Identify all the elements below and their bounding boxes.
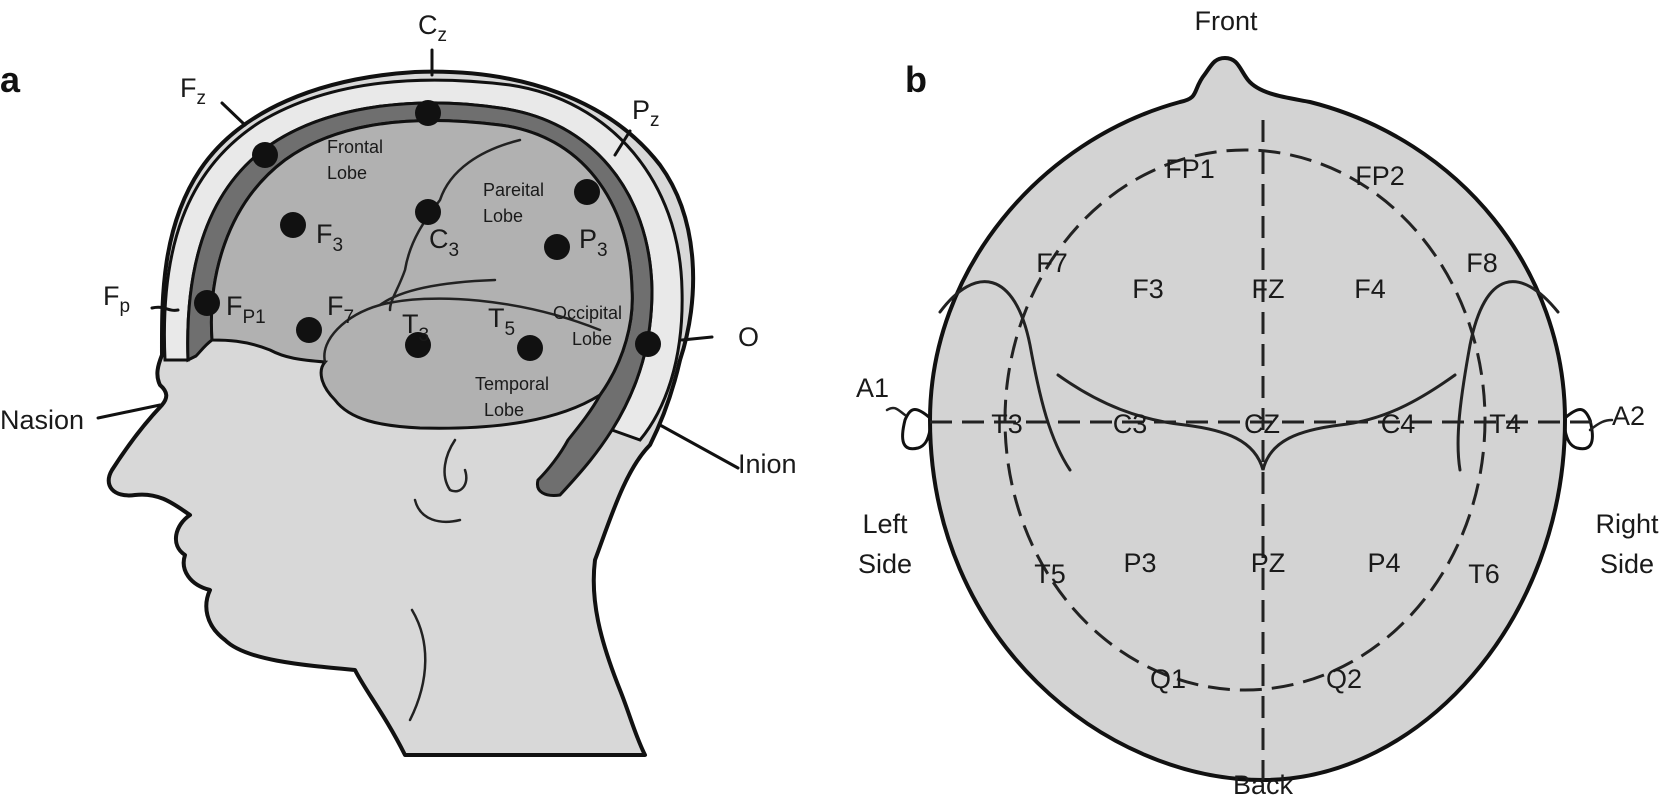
label-a1: A1 bbox=[856, 373, 889, 403]
label-temporal-lobe: Temporal Lobe bbox=[475, 374, 549, 420]
electrode-f8: F8 bbox=[1466, 248, 1498, 278]
lateral-sulcus bbox=[378, 278, 497, 307]
electrode-dot-t3 bbox=[405, 332, 431, 358]
electrode-q1: Q1 bbox=[1150, 664, 1186, 694]
ear-right bbox=[1563, 408, 1594, 451]
label-a2: A2 bbox=[1612, 401, 1645, 431]
electrode-c3: C3 bbox=[1113, 409, 1148, 439]
panel-b: b Front Back Left Side Right Side A1 A2 FP… bbox=[856, 6, 1659, 800]
label-right-side: Right Side bbox=[1595, 509, 1659, 579]
label-occipital-lobe: Occipital Lobe bbox=[553, 303, 622, 349]
electrode-dot-fz bbox=[252, 142, 278, 168]
electrode-dot-f7 bbox=[296, 317, 322, 343]
label-p3: P3 bbox=[579, 224, 608, 261]
electrode-fp1: FP1 bbox=[1165, 154, 1215, 184]
label-parietal-lobe: Pareital Lobe bbox=[483, 180, 544, 226]
ear-left-lead bbox=[885, 406, 907, 417]
electrode-cz: CZ bbox=[1244, 409, 1280, 439]
label-nasion: Nasion bbox=[0, 405, 84, 435]
panel-a: a bbox=[0, 10, 797, 757]
label-left-side: Left Side bbox=[858, 509, 912, 579]
label-f3: F3 bbox=[316, 219, 343, 256]
label-fz: Fz bbox=[180, 73, 206, 109]
label-pz: Pz bbox=[632, 95, 660, 131]
electrode-fz: FZ bbox=[1252, 274, 1285, 304]
label-fp1: FP1 bbox=[226, 291, 266, 328]
label-cz: Cz bbox=[418, 10, 447, 46]
electrode-p4: P4 bbox=[1367, 548, 1400, 578]
label-fp: Fp bbox=[103, 281, 130, 317]
electrode-dot-pz bbox=[574, 179, 600, 205]
label-inion: Inion bbox=[738, 449, 797, 479]
electrode-c4: C4 bbox=[1381, 409, 1416, 439]
electrode-dot-c3 bbox=[415, 199, 441, 225]
label-back: Back bbox=[1233, 770, 1294, 800]
electrode-dot-f3 bbox=[280, 212, 306, 238]
ear-left bbox=[901, 408, 932, 451]
neck-line bbox=[408, 608, 427, 722]
electrode-dot-fp1 bbox=[194, 290, 220, 316]
electrode-p3: P3 bbox=[1123, 548, 1156, 578]
panel-a-label: a bbox=[0, 59, 21, 100]
dashed-circle-10-20 bbox=[1003, 148, 1487, 692]
label-front: Front bbox=[1194, 6, 1258, 36]
panel-b-label: b bbox=[905, 59, 927, 100]
label-t3: T3 bbox=[402, 309, 429, 346]
central-sulcus-top bbox=[1056, 373, 1457, 471]
label-frontal-lobe: Frontal Lobe bbox=[327, 137, 383, 183]
electrode-f7: F7 bbox=[1036, 248, 1068, 278]
label-t5: T5 bbox=[488, 303, 515, 340]
ear-right-lead bbox=[1588, 418, 1614, 432]
sulcus-right bbox=[1456, 280, 1560, 472]
electrode-q2: Q2 bbox=[1326, 664, 1362, 694]
electrode-fp2: FP2 bbox=[1355, 161, 1405, 191]
head-top-view bbox=[927, 55, 1568, 783]
jaw-line bbox=[413, 498, 462, 524]
label-c3: C3 bbox=[429, 224, 459, 261]
electrode-t3: T3 bbox=[991, 409, 1023, 439]
temporal-lobe-outline bbox=[323, 297, 602, 364]
electrodes-a bbox=[194, 100, 661, 361]
electrode-f4: F4 bbox=[1354, 274, 1386, 304]
electrode-dot-cz bbox=[415, 100, 441, 126]
electrode-dot-t5 bbox=[517, 335, 543, 361]
electrode-f3: F3 bbox=[1132, 274, 1164, 304]
label-f7: F7 bbox=[327, 291, 354, 328]
electrode-dot-p3 bbox=[544, 234, 570, 260]
electrode-t4: T4 bbox=[1489, 409, 1521, 439]
electrode-dot-o bbox=[635, 331, 661, 357]
electrodes-b: FP1 FP2 F7 F3 FZ F4 F8 T3 C3 CZ C4 T4 T5… bbox=[991, 154, 1521, 694]
sulcus-left bbox=[938, 280, 1072, 472]
ear bbox=[443, 438, 468, 493]
label-o: O bbox=[738, 322, 759, 352]
electrode-t5: T5 bbox=[1034, 559, 1066, 589]
electrode-t6: T6 bbox=[1468, 559, 1500, 589]
leader-lines-a bbox=[96, 48, 740, 470]
electrode-pz: PZ bbox=[1251, 548, 1286, 578]
